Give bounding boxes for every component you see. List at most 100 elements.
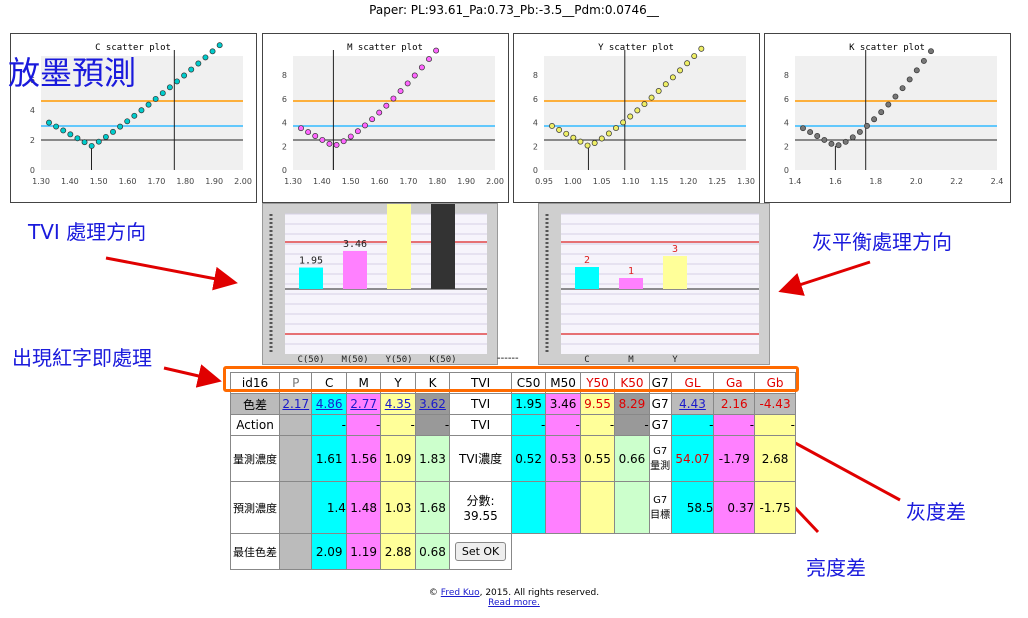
plot-title: M scatter plot — [347, 43, 423, 53]
diff-y50: 9.55 — [579, 393, 616, 415]
diff-y-link[interactable]: 4.35 — [384, 397, 412, 411]
bar-category-label: Y(50) — [385, 355, 412, 364]
bar-category-label: M(50) — [341, 355, 368, 364]
measured-m: 1.56 — [345, 435, 382, 482]
best-c: 2.09 — [311, 533, 347, 570]
scatter-point — [326, 140, 333, 147]
plot-area — [544, 56, 746, 170]
action-k: - — [414, 414, 451, 436]
best-row: 最佳色差 2.09 1.19 2.88 0.68 Set OK — [229, 533, 796, 570]
best-p — [279, 533, 313, 570]
bar-value-label: 2 — [584, 255, 590, 266]
action-m: - — [345, 414, 382, 436]
measured-p — [279, 435, 313, 482]
scatter-point — [362, 122, 368, 129]
diff-k50: 8.29 — [614, 393, 650, 415]
diff-c-link[interactable]: 4.86 — [315, 397, 343, 411]
diff-g7: G7 — [648, 393, 672, 415]
bar-category-label: C — [584, 355, 589, 364]
header-c50: C50 — [510, 372, 547, 394]
predicted-score: 分數: 39.55 — [449, 481, 512, 534]
y-tick-label: 0 — [30, 166, 35, 175]
x-tick-label: 1.25 — [708, 177, 726, 186]
diff-m-link[interactable]: 2.77 — [350, 397, 377, 411]
gray-balance-direction-annotation: 灰平衡處理方向 — [812, 230, 952, 254]
scatter-point — [138, 107, 145, 114]
scatter-point — [88, 142, 95, 149]
author-link[interactable]: Fred Kuo — [440, 588, 480, 598]
bar — [431, 204, 455, 289]
scatter-point — [95, 138, 102, 145]
y-tick-label: 6 — [533, 95, 538, 104]
diff-gl-link[interactable]: 4.43 — [679, 397, 706, 411]
scatter-point — [433, 47, 440, 54]
bar — [619, 278, 643, 289]
header-y: Y — [380, 372, 416, 394]
scatter-point — [333, 142, 340, 148]
gray-balance-bar-panel: 2 C 1 M 3 Y — [538, 203, 770, 365]
scatter-point — [871, 116, 878, 123]
red-text-annotation: 出現紅字即處理 — [12, 346, 152, 370]
y-tick-label: 0 — [282, 166, 287, 175]
predicted-gb: -1.75 — [754, 481, 796, 534]
y-tick-label: 6 — [282, 95, 287, 104]
y-scatter-plot: Y scatter plot 0 2 4 6 8 0.95 1.00 1.05 1.10 1.15 1… — [513, 33, 760, 203]
y-tick-label: 6 — [784, 95, 789, 104]
scatter-point — [842, 138, 849, 145]
arrow-to-tvi-panel — [105, 256, 238, 291]
measured-y: 1.09 — [380, 435, 416, 482]
separator: ------ — [497, 353, 519, 364]
measured-y50: 0.55 — [579, 435, 616, 482]
plot-title: K scatter plot — [849, 43, 925, 53]
predicted-y: 1.03 — [380, 481, 416, 534]
diff-ga: 2.16 — [713, 393, 756, 415]
y-tick-label: 4 — [30, 106, 35, 115]
read-more-link[interactable]: Read more. — [488, 598, 540, 608]
header-gl: GL — [670, 372, 715, 394]
x-tick-label: 1.90 — [205, 177, 223, 186]
set-ok-button[interactable]: Set OK — [454, 542, 507, 561]
header-gb: Gb — [754, 372, 796, 394]
plot-title: Y scatter plot — [598, 43, 674, 53]
scatter-point — [117, 123, 124, 130]
bar — [387, 204, 411, 289]
scatter-point — [677, 67, 683, 74]
best-k: 0.68 — [414, 533, 451, 570]
arrow-to-gray-panel — [778, 260, 871, 296]
x-tick-label: 2.00 — [486, 177, 504, 186]
predicted-p — [279, 481, 313, 534]
measured-tvi: TVI濃度 — [449, 435, 512, 482]
diff-k-link[interactable]: 3.62 — [419, 397, 446, 411]
predicted-c: 1.4 — [311, 481, 347, 534]
scatter-point — [181, 72, 188, 79]
predicted-y50 — [579, 481, 616, 534]
best-m: 1.19 — [345, 533, 382, 570]
scatter-point — [347, 133, 354, 140]
scatter-point — [885, 101, 892, 108]
gray-diff-annotation: 灰度差 — [906, 500, 966, 524]
predicted-gl: 58.5 — [670, 481, 715, 534]
scatter-point — [152, 95, 159, 102]
predicted-row: 預測濃度 1.4 1.48 1.03 1.68 分數: 39.55 G7目標 58… — [229, 481, 796, 534]
m-scatter-plot: M scatter plot 0 2 4 6 8 1.30 1.40 1.50 1.60 1.70 1… — [262, 33, 509, 203]
header-ga: Ga — [713, 372, 756, 394]
scatter-point — [828, 140, 835, 147]
best-button-cell: Set OK — [449, 533, 512, 570]
c-scatter-plot: C scatter plot 0 2 4 6 1.30 1.40 1.50 1.60 1.70 1.… — [10, 33, 257, 203]
scatter-point — [46, 119, 52, 126]
header-k50: K50 — [614, 372, 650, 394]
scatter-point — [627, 113, 634, 120]
scatter-point — [605, 130, 612, 137]
best-label: 最佳色差 — [229, 533, 281, 570]
bar — [575, 267, 599, 289]
x-tick-label: 1.8 — [869, 177, 882, 186]
scatter-point — [928, 48, 934, 55]
diff-p-link[interactable]: 2.17 — [282, 397, 310, 411]
action-gb: - — [754, 414, 796, 436]
best-y: 2.88 — [380, 533, 416, 570]
x-tick-label: 1.80 — [176, 177, 194, 186]
measured-g7: G7量測 — [648, 435, 672, 482]
scatter-point — [145, 101, 152, 108]
scatter-point — [648, 94, 655, 101]
y-tick-label: 0 — [533, 166, 538, 175]
